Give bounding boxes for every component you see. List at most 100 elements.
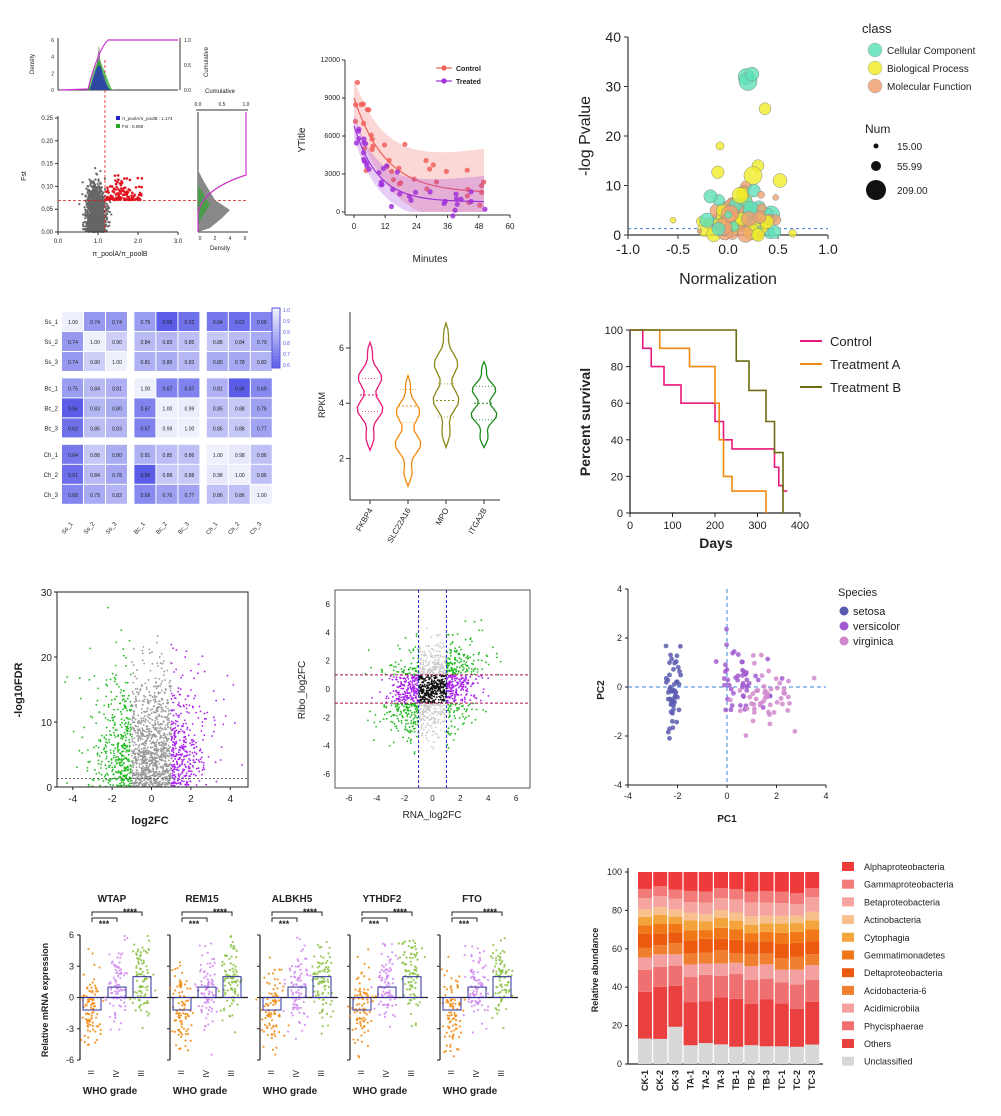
fst-point <box>92 182 95 185</box>
decay-x-tick-label: 36 <box>443 222 452 231</box>
volcano-point <box>124 734 127 737</box>
ribo-point <box>418 703 421 706</box>
ribo-point <box>390 700 393 703</box>
volcano-point <box>141 728 144 731</box>
volcano-point <box>148 694 151 697</box>
volcano-point <box>176 724 179 727</box>
ribo-point <box>449 643 452 646</box>
volcano-point <box>165 781 167 784</box>
volcano-point <box>146 761 149 764</box>
violin-y-label: RPKM <box>317 392 327 418</box>
volcano-point <box>129 726 132 729</box>
ribo-point <box>477 675 480 678</box>
volcano-point <box>116 743 119 746</box>
ribo-point <box>464 698 466 701</box>
ribo-point <box>479 699 482 702</box>
survival-y-tick-label: 60 <box>611 398 623 410</box>
ribo-point <box>386 711 388 714</box>
volcano-point <box>169 679 172 682</box>
volcano-point <box>181 674 184 677</box>
ribo-point <box>373 721 376 724</box>
fst-point <box>81 213 85 216</box>
volcano-point <box>87 783 90 786</box>
fst-point <box>107 206 111 210</box>
volcano-point <box>111 768 114 771</box>
volcano-point <box>120 629 123 632</box>
fst-point <box>125 177 129 180</box>
decay-point-treated <box>427 189 433 195</box>
volcano-point <box>179 688 182 691</box>
volcano-point <box>136 669 138 671</box>
ribo-point <box>427 716 430 719</box>
fst-point <box>87 188 91 192</box>
volcano-point <box>116 746 119 749</box>
fst-point <box>89 204 92 208</box>
volcano-point <box>107 778 110 781</box>
volcano-point <box>165 740 168 742</box>
heatmap-cell-label: 0.77 <box>185 493 195 499</box>
volcano-point <box>138 749 141 751</box>
volcano-point <box>179 764 182 767</box>
volcano-point <box>178 739 181 741</box>
ribo-point <box>440 670 443 673</box>
volcano-point <box>168 754 171 757</box>
volcano-point <box>214 723 217 726</box>
volcano-point <box>110 691 113 693</box>
ribo-point <box>424 665 426 668</box>
bubble-size-swatch <box>871 161 881 171</box>
volcano-point <box>148 771 151 773</box>
ribo-point <box>439 707 442 710</box>
volcano-point <box>155 767 158 769</box>
volcano-point <box>106 772 108 775</box>
ribo-point <box>480 619 483 622</box>
heatmap-colorbar-step <box>272 317 280 320</box>
volcano-point <box>160 706 163 709</box>
volcano-point <box>195 758 198 761</box>
fst-point <box>99 169 102 173</box>
decay-point-treated <box>356 135 362 142</box>
volcano-point <box>193 677 196 680</box>
ribo-point <box>420 670 423 673</box>
fst-point <box>101 223 105 226</box>
volcano-point <box>76 766 78 769</box>
ribo-point <box>424 715 427 718</box>
volcano-point <box>137 756 140 759</box>
volcano-point <box>136 769 138 772</box>
volcano-point <box>189 729 191 731</box>
heatmap-col-label: Ss_2 <box>83 521 97 536</box>
fst-top-tick-label: 0 <box>51 88 54 94</box>
volcano-point <box>183 768 186 771</box>
volcano-point <box>155 774 158 777</box>
volcano-point <box>164 726 166 729</box>
volcano-point <box>183 763 186 766</box>
decay-x-tick-label: 24 <box>412 222 421 231</box>
volcano-point <box>123 723 126 725</box>
volcano-point <box>143 694 145 697</box>
volcano-point <box>164 691 166 694</box>
fst-point <box>100 186 103 189</box>
volcano-point <box>172 781 175 784</box>
bubble-point <box>772 194 779 201</box>
volcano-point <box>131 705 134 708</box>
volcano-point <box>150 783 153 785</box>
volcano-point <box>98 772 101 774</box>
heatmap-cell-label: 0.86 <box>235 493 245 499</box>
survival-x-tick-label: 300 <box>748 520 766 532</box>
ribo-point <box>409 651 412 654</box>
volcano-point <box>178 704 181 707</box>
volcano-point <box>137 725 139 728</box>
violin-y-tick-label: 4 <box>339 398 344 408</box>
ribo-point <box>463 667 465 670</box>
volcano-point <box>164 757 167 760</box>
volcano-point <box>171 772 174 775</box>
survival-legend-label: Control <box>830 334 872 349</box>
decay-y-label: YTitle <box>297 127 308 153</box>
fst-point <box>90 193 93 197</box>
volcano-point <box>193 751 196 754</box>
ribo-point <box>388 677 391 680</box>
volcano-point <box>104 774 107 777</box>
volcano-point <box>131 754 133 757</box>
ribo-point <box>431 745 433 748</box>
volcano-point <box>132 763 134 766</box>
volcano-point <box>158 713 160 716</box>
